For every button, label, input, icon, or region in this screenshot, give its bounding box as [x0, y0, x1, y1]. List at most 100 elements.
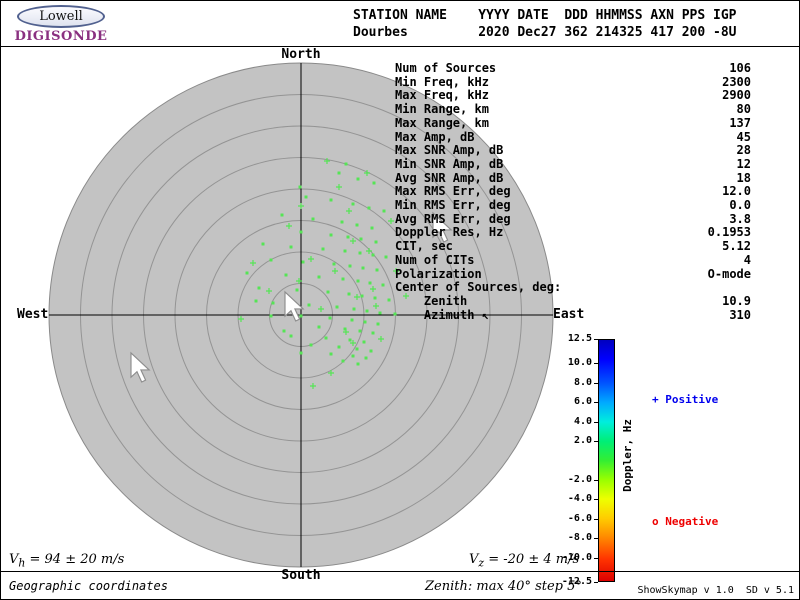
parameter-value: 28: [736, 143, 751, 158]
parameter-row: Doppler Res, Hz 0.1953: [395, 226, 751, 240]
colorbar-tick-label: 4.0: [573, 415, 592, 427]
source-dot: [343, 327, 347, 331]
source-dot: [361, 266, 365, 270]
header-column-titles: STATION NAME YYYY DATE DDD HHMMSS AXN PP…: [353, 8, 737, 23]
source-dot: [307, 303, 311, 307]
source-plus: [346, 208, 352, 214]
source-plus: [310, 383, 316, 389]
parameter-row: Num of CITs 4: [395, 253, 751, 268]
source-dot: [271, 301, 275, 305]
source-plus: [336, 184, 342, 190]
source-dot: [329, 198, 333, 202]
source-dot: [351, 202, 355, 206]
source-dot: [317, 275, 321, 279]
source-dot: [367, 206, 371, 210]
parameter-label: Center of Sources, deg:: [395, 280, 562, 295]
source-dot: [341, 359, 345, 363]
parameter-value: 3.8: [729, 211, 751, 226]
parameter-row: Max Amp, dB 45: [395, 129, 751, 145]
parameter-value: 45: [736, 129, 751, 144]
source-dot: [280, 213, 284, 217]
parameter-row: Avg RMS Err, deg 3.8: [395, 211, 751, 227]
source-dot: [350, 318, 354, 322]
source-dot: [362, 340, 366, 344]
source-dot: [282, 329, 286, 333]
source-dot: [329, 352, 333, 356]
source-dot: [363, 320, 367, 324]
source-dot: [317, 325, 321, 329]
compass-east-label: East: [553, 307, 585, 322]
source-dot: [371, 331, 375, 335]
software-version-label: ShowSkymap v 1.0 SD v 5.1: [637, 585, 794, 596]
parameter-row: CIT, sec 5.12: [395, 239, 751, 254]
parameter-label: Avg RMS Err, deg: [395, 211, 511, 226]
source-plus: [366, 248, 372, 254]
source-dot: [376, 322, 380, 326]
source-plus: [378, 336, 384, 342]
colorbar-tick-mark: [594, 518, 598, 520]
parameter-value: 0.0: [729, 198, 751, 213]
parameter-label: Doppler Res, Hz: [395, 225, 504, 240]
parameter-value: 10.9: [722, 293, 751, 308]
source-dot: [335, 305, 339, 309]
vz-symbol: V: [469, 552, 479, 567]
parameter-row: Max Range, km 137: [395, 115, 751, 131]
source-dot: [356, 362, 360, 366]
source-plus: [393, 268, 399, 274]
parameter-label: Polarization: [395, 266, 482, 281]
colorbar-tick-mark: [594, 499, 598, 501]
source-dot: [375, 268, 379, 272]
source-dot: [328, 316, 332, 320]
source-dot: [348, 338, 352, 342]
source-dot: [374, 240, 378, 244]
source-dot: [384, 255, 388, 259]
source-dot: [343, 249, 347, 253]
colorbar-tick-mark: [594, 402, 598, 404]
plus-marker-icon: +: [652, 393, 659, 406]
parameter-row: Num of Sources 106: [395, 61, 751, 76]
source-dot: [358, 251, 362, 255]
source-dot: [351, 354, 355, 358]
source-dot: [347, 292, 351, 296]
colorbar-tick-label: 10.0: [567, 357, 592, 369]
source-dot: [370, 226, 374, 230]
parameter-row: Max RMS Err, deg 12.0: [395, 185, 751, 199]
source-dot: [289, 245, 293, 249]
colorbar-tick-mark: [594, 441, 598, 443]
source-dot: [340, 220, 344, 224]
circle-marker-icon: o: [652, 515, 659, 528]
colorbar-tick-label: 12.5: [567, 333, 592, 344]
source-dot: [365, 309, 369, 313]
parameter-row: Azimuth ↖ 310: [395, 308, 751, 323]
source-plus: [403, 293, 409, 299]
source-points-layer: [238, 158, 409, 389]
parameter-value: 2900: [722, 88, 751, 103]
drift-arrows: [130, 211, 453, 383]
source-dot: [378, 311, 382, 315]
source-dot: [360, 294, 364, 298]
parameter-value: O-mode: [707, 266, 751, 281]
source-dot: [371, 253, 375, 257]
colorbar-tick-label: -4.0: [567, 493, 592, 505]
parameter-label: Max Range, km: [395, 115, 489, 130]
source-dot: [393, 312, 397, 316]
source-dot: [295, 288, 299, 292]
drift-arrow-center: [284, 290, 305, 322]
parameter-label: Zenith: [395, 293, 468, 308]
source-plus: [328, 370, 334, 376]
parameter-row: Min Freq, kHz 2300: [395, 75, 751, 90]
colorbar-tick-mark: [594, 557, 598, 559]
coordinate-system-label: Geographic coordinates: [9, 579, 168, 593]
source-plus: [318, 306, 324, 312]
colorbar-tick-mark: [594, 363, 598, 365]
source-plus: [324, 158, 330, 164]
compass-west-label: West: [17, 307, 49, 322]
source-dot: [359, 237, 363, 241]
logo-top-text: Lowell: [39, 9, 83, 24]
doppler-colorbar: [598, 339, 615, 582]
parameter-value: 80: [736, 102, 751, 117]
colorbar-tick-mark: [594, 538, 598, 540]
parameter-row: Zenith 10.9: [395, 293, 751, 309]
